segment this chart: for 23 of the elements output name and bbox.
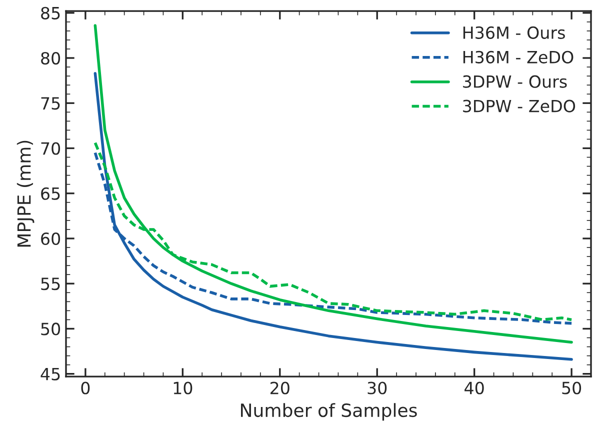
y-tick-label: 75 <box>41 97 60 110</box>
x-axis-title: Number of Samples <box>241 403 417 421</box>
x-tick-label: 20 <box>270 382 290 394</box>
x-tick-label: 0 <box>81 382 90 394</box>
legend-label: 3DPW - ZeDO <box>463 100 576 112</box>
y-tick-label: 50 <box>41 322 60 336</box>
x-tick-label: 50 <box>562 382 582 394</box>
y-tick-label: 80 <box>41 52 60 65</box>
x-tick-label: 30 <box>368 382 387 394</box>
y-tick-label: 60 <box>41 232 60 246</box>
y-axis-title: MPJPE (mm) <box>16 140 34 247</box>
y-tick-label: 45 <box>40 368 60 380</box>
x-tick-label: 40 <box>464 382 484 394</box>
line-series <box>94 72 573 361</box>
y-tick-label: 55 <box>41 278 60 290</box>
y-tick-label: 65 <box>41 187 60 200</box>
legend-label: 3DPW - Ours <box>463 75 567 88</box>
x-tick-label: 10 <box>174 382 192 394</box>
line-series <box>94 24 573 344</box>
legend-label: H36M - ZeDO <box>463 50 574 64</box>
y-tick-label: 70 <box>41 142 60 155</box>
y-tick-label: 85 <box>41 6 60 20</box>
legend-label: H36M - Ours <box>463 26 565 39</box>
